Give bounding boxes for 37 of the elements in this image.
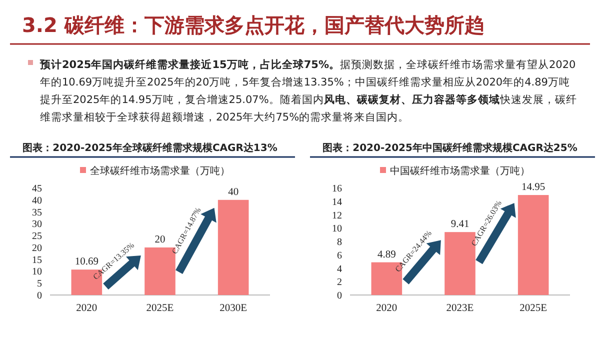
- y-tick-label: 5: [37, 278, 42, 290]
- y-tick-label: 16: [332, 184, 342, 194]
- y-tick-label: 10: [32, 266, 42, 278]
- bar: [518, 195, 549, 295]
- y-tick-label: 8: [337, 237, 342, 248]
- y-tick-label: 4: [337, 264, 342, 275]
- data-label: 20: [154, 234, 166, 246]
- data-label: 9.41: [450, 219, 470, 230]
- legend-label: 中国碳纤维市场需求量（万吨）: [390, 165, 530, 177]
- y-tick-label: 15: [32, 254, 42, 266]
- y-tick-label: 0: [37, 290, 42, 302]
- x-tick-label: 2020: [376, 303, 398, 314]
- chart-title: 图表：2020-2025年全球碳纤维需求规模CAGR达13%: [22, 142, 278, 154]
- y-tick-label: 35: [32, 207, 42, 218]
- legend-label: 全球碳纤维市场需求量（万吨）: [90, 165, 230, 177]
- text: 预计2025年国内碳纤维需求量接近15万吨，占比全球75%。据预测数据，全球碳纤维市场需求量有望从2020年的10.69万吨提升至2025年的20万吨，5年复合增速13.35%；中国碳纤维需求量相应从2020年的4.89万吨提升至2025年的14.95万吨，复合增速25.07%。随着国内风电、碳碳复材、压力容器等多领域快速发展，碳纤维需求量相较于全球获得超额增速，2025年大约75%的需求量将来自国内。: [40, 59, 577, 124]
- y-tick-label: 40: [32, 195, 42, 206]
- y-tick-label: 20: [32, 242, 42, 254]
- x-tick-label: 2025E: [146, 303, 174, 314]
- y-tick-label: 6: [337, 250, 342, 262]
- chart-title: 图表：2020-2025年中国碳纤维需求规模CAGR达25%: [322, 142, 578, 154]
- y-tick-label: 45: [32, 184, 42, 194]
- data-label: 14.95: [522, 182, 546, 194]
- y-tick-label: 0: [337, 290, 342, 302]
- y-tick-label: 12: [332, 210, 342, 222]
- y-tick-label: 25: [32, 231, 42, 242]
- y-tick-label: 30: [32, 219, 42, 230]
- y-tick-label: 14: [332, 196, 342, 208]
- x-tick-label: 2020: [76, 303, 98, 314]
- y-tick-label: 10: [332, 224, 342, 235]
- x-tick-label: 2025E: [520, 303, 548, 314]
- data-label: 40: [228, 186, 239, 198]
- x-tick-label: 2030E: [220, 303, 248, 314]
- data-label: 4.89: [377, 249, 396, 260]
- y-tick-label: 2: [337, 277, 342, 288]
- text: 3.2 碳纤维：下游需求多点开花，国产替代大势所趋: [22, 13, 484, 37]
- x-tick-label: 2023E: [446, 303, 474, 314]
